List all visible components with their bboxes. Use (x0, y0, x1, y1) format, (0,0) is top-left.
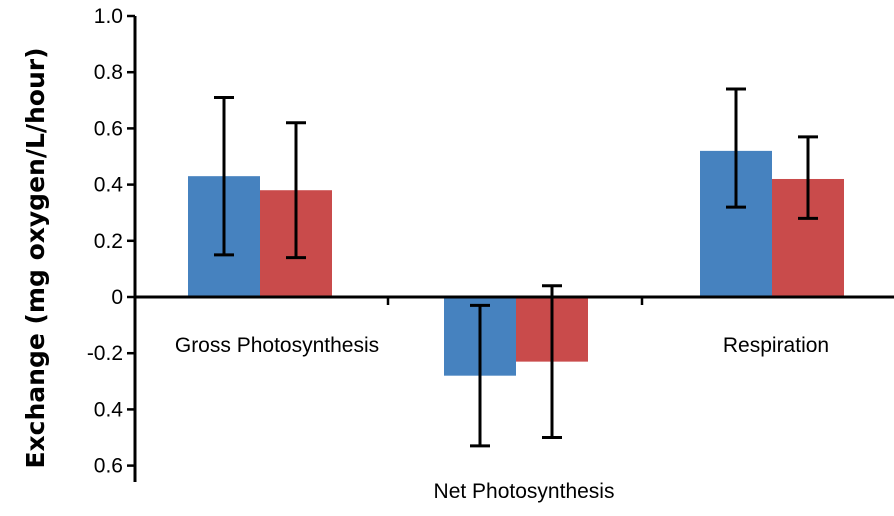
y-tick-label: 0.2 (94, 230, 123, 253)
y-tick-label: 1.0 (94, 5, 123, 28)
category-label-gross: Gross Photosynthesis (175, 334, 379, 357)
y-tick-label: -0.2 (87, 342, 123, 365)
y-tick-label: 0 (111, 286, 123, 309)
labels-layer: Gross Photosynthesis Net Photosynthesis … (21, 47, 829, 503)
y-tick-label: 0.6 (94, 117, 123, 140)
axes-layer (133, 16, 894, 482)
category-label-net: Net Photosynthesis (434, 480, 615, 503)
y-tick-label: 0.4 (94, 174, 124, 197)
category-label-respiration: Respiration (723, 334, 829, 357)
errors-layer (214, 87, 818, 448)
ticks-layer: 1.0 0.8 0.6 0.4 0.2 0 -0.2 0.4 0.6 (87, 5, 644, 478)
y-tick-label: 0.4 (94, 398, 124, 421)
y-tick-label: 0.8 (94, 61, 123, 84)
y-tick-label: 0.6 (94, 455, 123, 478)
y-axis-title: Exchange (mg oxygen/L/hour) (21, 47, 50, 468)
